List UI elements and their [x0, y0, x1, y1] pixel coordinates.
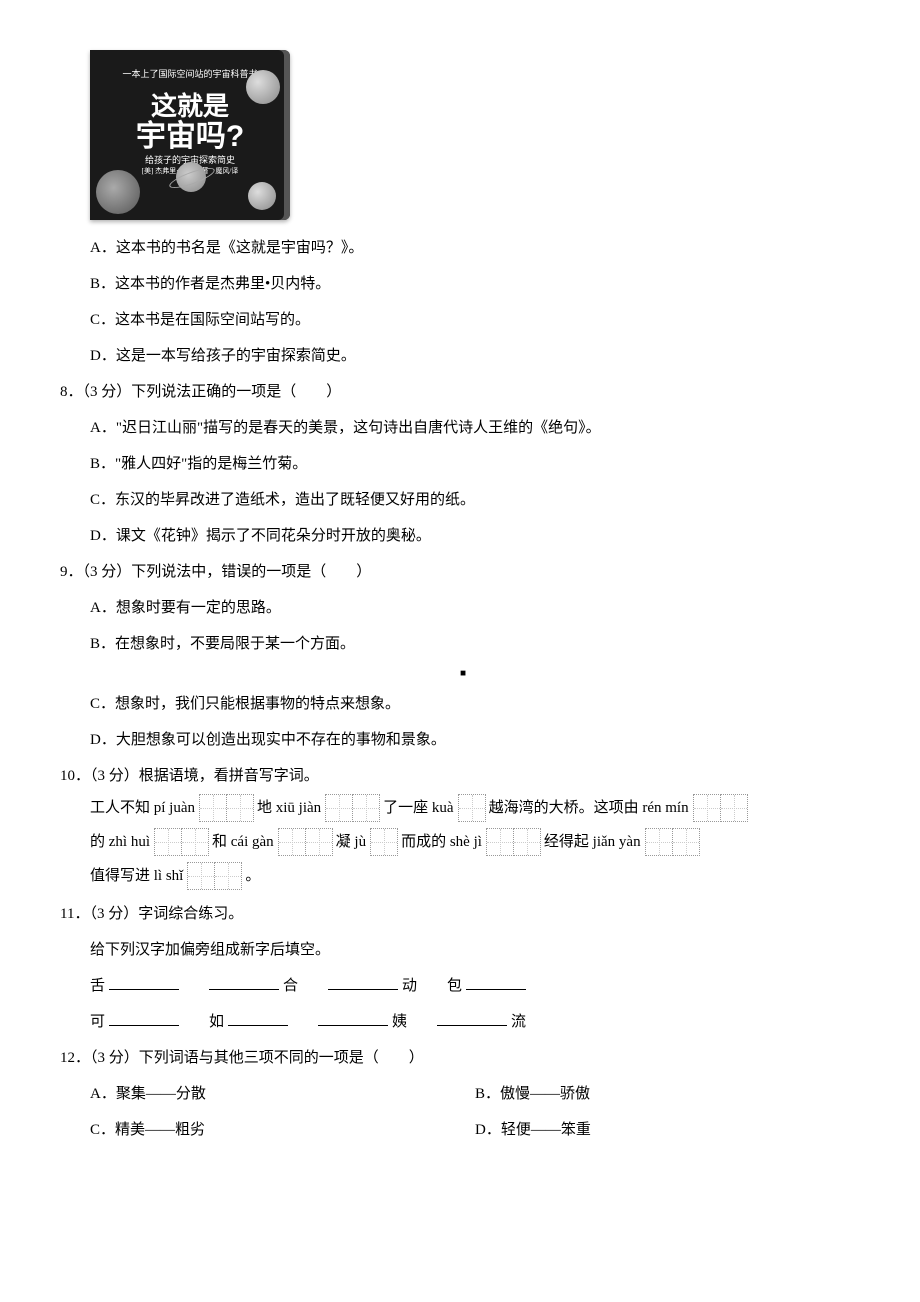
q10-l2-t2: 和 cái gàn [212, 830, 274, 854]
q11-r1-c2: 合 [283, 968, 298, 1004]
q7-option-c: C．这本书是在国际空间站写的。 [60, 302, 860, 338]
q8-option-a: A．"迟日江山丽"描写的是春天的美景，这句诗出自唐代诗人王维的《绝句》。 [60, 410, 860, 446]
q9-option-a: A．想象时要有一定的思路。 [60, 590, 860, 626]
q11-r2-c1: 可 [90, 1004, 105, 1040]
q11-r1-c3: 动 [402, 968, 417, 1004]
q8-option-d: D．课文《花钟》揭示了不同花朵分时开放的奥秘。 [60, 518, 860, 554]
q11-r2-c4: 流 [511, 1004, 526, 1040]
q10-l2-t3: 凝 jù [336, 830, 366, 854]
q8-stem: 8．（3 分）下列说法正确的一项是（ ） [60, 374, 860, 410]
q9-stem: 9．（3 分）下列说法中，错误的一项是（ ） [60, 554, 860, 590]
q12-option-d: D．轻便——笨重 [475, 1112, 860, 1148]
q9-option-b: B．在想象时，不要局限于某一个方面。 [60, 626, 860, 662]
page-mark: ■ [460, 662, 920, 686]
book-cover-image: 一本上了国际空间站的宇宙科普书 这就是 宇宙吗? 给孩子的宇宙探索简史 [美] … [90, 50, 290, 220]
q7-option-b: B．这本书的作者是杰弗里•贝内特。 [60, 266, 860, 302]
q11-r2-c3: 姨 [392, 1004, 407, 1040]
q10-l3-t1: 值得写进 lì shǐ [90, 864, 183, 888]
answer-blank[interactable] [109, 1008, 179, 1026]
answer-boxes[interactable] [325, 794, 379, 822]
q12-option-c: C．精美——粗劣 [90, 1112, 475, 1148]
answer-boxes[interactable] [486, 828, 540, 856]
q10-l2-t5: 经得起 jiǎn yàn [544, 830, 641, 854]
q10-l2-t4: 而成的 shè jì [401, 830, 482, 854]
answer-boxes[interactable] [154, 828, 208, 856]
q11-row1: 舌 合 动 包 [60, 968, 860, 1004]
answer-boxes[interactable] [278, 828, 332, 856]
moon-icon [248, 182, 276, 210]
answer-blank[interactable] [318, 1008, 388, 1026]
answer-boxes[interactable] [199, 794, 253, 822]
answer-boxes[interactable] [693, 794, 747, 822]
q11-instruction: 给下列汉字加偏旁组成新字后填空。 [60, 932, 860, 968]
answer-boxes[interactable] [370, 828, 397, 856]
book-title-line2: 宇宙吗? [100, 120, 280, 153]
q10-line2: 的 zhì huì 和 cái gàn 凝 jù 而成的 shè jì 经得起 … [60, 828, 860, 856]
q11-stem: 11．（3 分）字词综合练习。 [60, 896, 860, 932]
earth-icon [96, 170, 140, 214]
planet-icon [176, 162, 206, 192]
q10-line1: 工人不知 pí juàn 地 xiū jiàn 了一座 kuà 越海湾的大桥。这… [60, 794, 860, 822]
q9-option-c: C．想象时，我们只能根据事物的特点来想象。 [60, 686, 860, 722]
q10-l1-t3: 了一座 kuà [383, 796, 453, 820]
answer-blank[interactable] [209, 972, 279, 990]
answer-boxes[interactable] [187, 862, 241, 890]
answer-blank[interactable] [466, 972, 526, 990]
answer-boxes[interactable] [458, 794, 485, 822]
q10-l3-t2: 。 [245, 864, 260, 888]
q11-r2-c2: 如 [209, 1004, 224, 1040]
q7-option-a: A．这本书的书名是《这就是宇宙吗？》。 [60, 230, 860, 266]
moon-icon [246, 70, 280, 104]
q11-r1-c4: 包 [447, 968, 462, 1004]
q9-option-d: D．大胆想象可以创造出现实中不存在的事物和景象。 [60, 722, 860, 758]
answer-blank[interactable] [328, 972, 398, 990]
q12-stem: 12．（3 分）下列词语与其他三项不同的一项是（ ） [60, 1040, 860, 1076]
q8-option-c: C．东汉的毕昇改进了造纸术，造出了既轻便又好用的纸。 [60, 482, 860, 518]
answer-blank[interactable] [109, 972, 179, 990]
q8-option-b: B．"雅人四好"指的是梅兰竹菊。 [60, 446, 860, 482]
q10-l1-t1: 工人不知 pí juàn [90, 796, 195, 820]
q10-l2-t1: 的 zhì huì [90, 830, 150, 854]
answer-boxes[interactable] [645, 828, 699, 856]
q10-line3: 值得写进 lì shǐ 。 [60, 862, 860, 890]
q11-row2: 可 如 姨 流 [60, 1004, 860, 1040]
q12-option-b: B．傲慢——骄傲 [475, 1076, 860, 1112]
q7-option-d: D．这是一本写给孩子的宇宙探索简史。 [60, 338, 860, 374]
q10-l1-t4: 越海湾的大桥。这项由 rén mín [489, 796, 689, 820]
answer-blank[interactable] [228, 1008, 288, 1026]
q11-r1-c1: 舌 [90, 968, 105, 1004]
q10-l1-t2: 地 xiū jiàn [257, 796, 321, 820]
q10-stem: 10．（3 分）根据语境，看拼音写字词。 [60, 758, 860, 794]
q12-option-a: A．聚集——分散 [90, 1076, 475, 1112]
answer-blank[interactable] [437, 1008, 507, 1026]
